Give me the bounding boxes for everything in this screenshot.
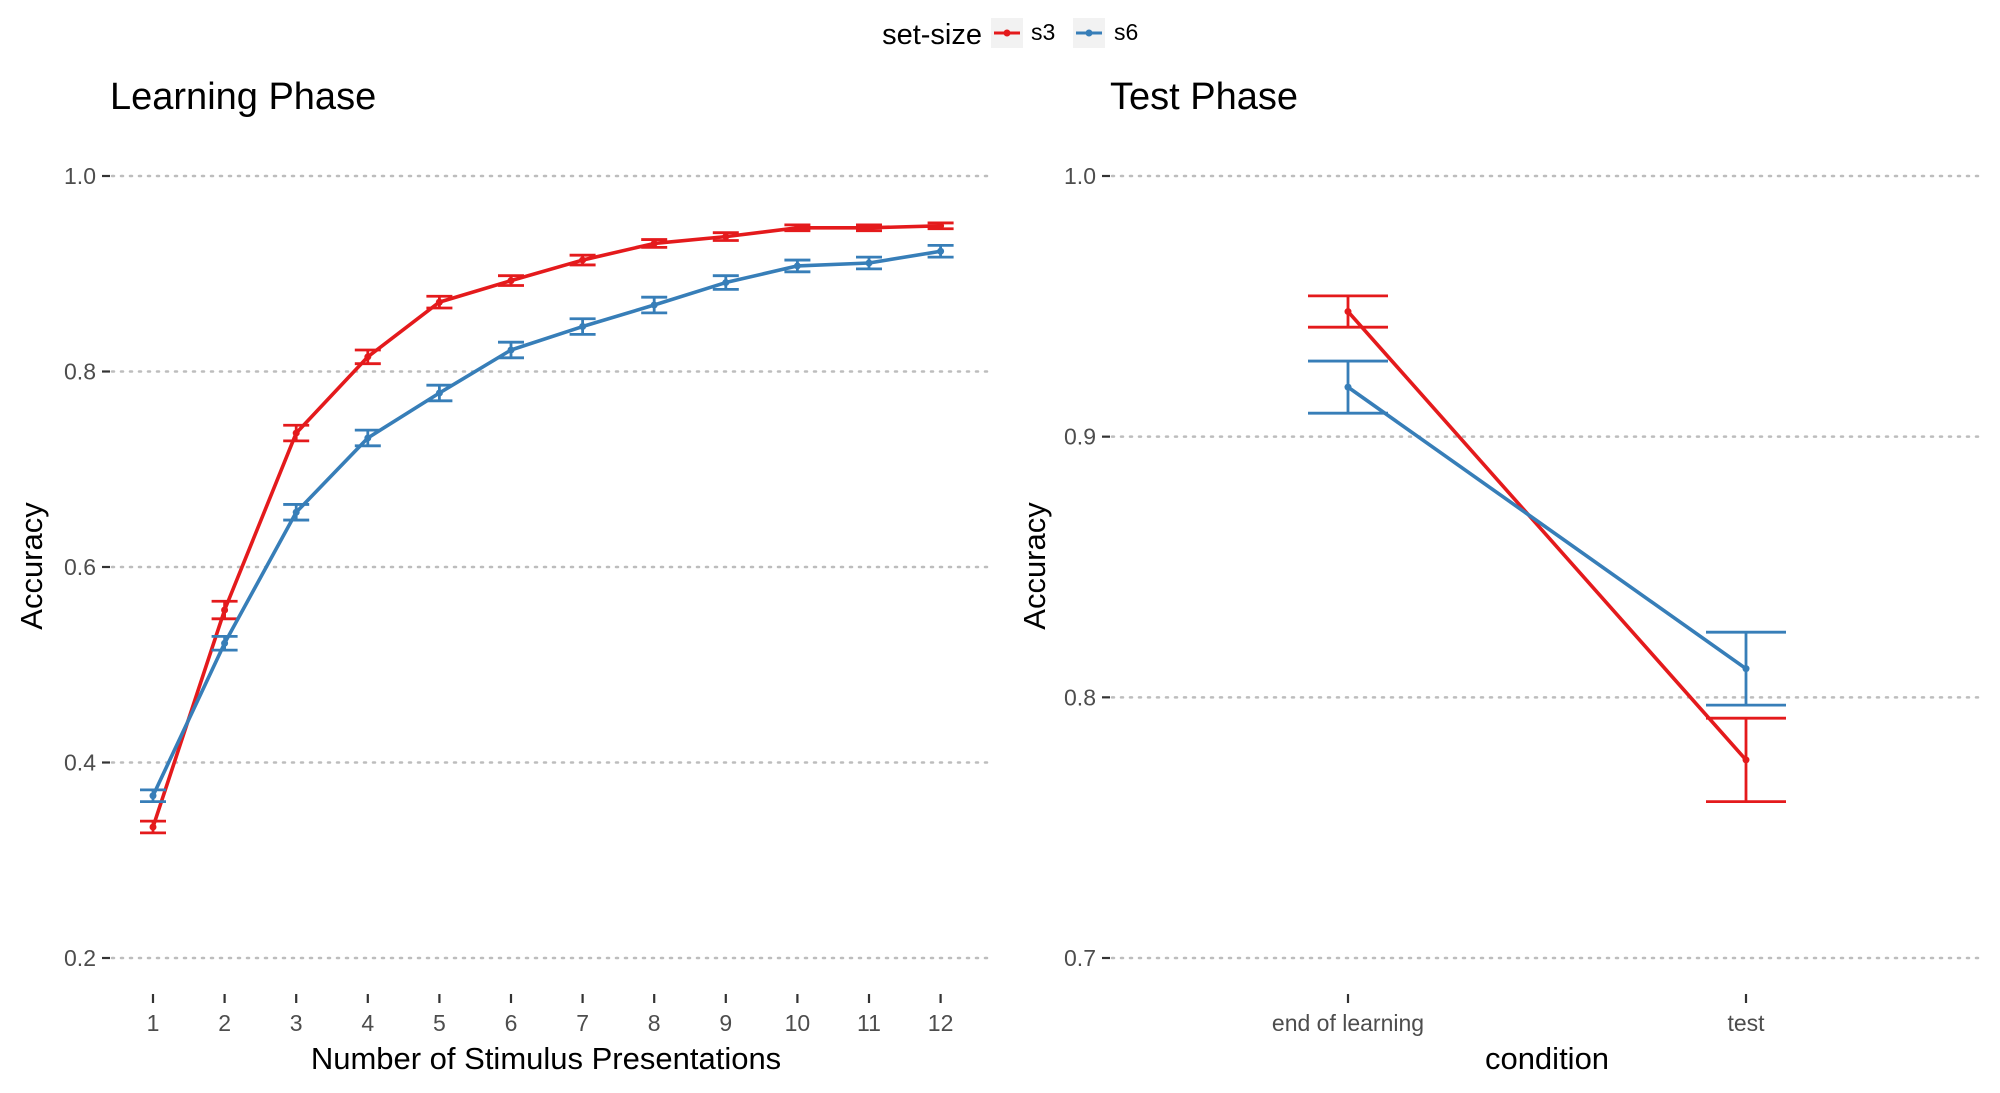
test-phase-y-tick-label: 0.7 bbox=[1064, 945, 1096, 971]
test-phase-s6-point bbox=[1344, 383, 1352, 391]
learning-phase-y-tick-label: 0.8 bbox=[64, 359, 96, 385]
test-phase-y-tick-label: 1.0 bbox=[1064, 163, 1096, 189]
learning-phase-x-axis: 1 2 3 4 5 6 7 8 9 10 11 12 bbox=[147, 994, 954, 1036]
legend: set-size s3 s6 bbox=[882, 18, 1138, 51]
learning-phase-y-tick-label: 0.4 bbox=[64, 750, 96, 776]
learning-phase-s3-point bbox=[292, 429, 300, 437]
learning-phase-series bbox=[140, 221, 954, 835]
learning-phase-x-tick-label: 9 bbox=[719, 1010, 732, 1036]
learning-phase-s3-line bbox=[151, 224, 941, 828]
legend-key-s3-point bbox=[1003, 29, 1011, 37]
test-phase-gridlines bbox=[1110, 174, 1986, 960]
test-phase-x-tick-label: end of learning bbox=[1272, 1010, 1424, 1036]
test-phase-title: Test Phase bbox=[1110, 76, 1298, 118]
learning-phase-x-tick-label: 1 bbox=[147, 1010, 160, 1036]
learning-phase-s3-point bbox=[650, 239, 658, 247]
test-phase-panel: Test Phase 0.7 0.8 0.9 1.0 end of learning t… bbox=[1017, 76, 1986, 1076]
test-phase-x-axis: end of learning test bbox=[1272, 994, 1765, 1036]
legend-label-s6: s6 bbox=[1114, 19, 1138, 45]
test-phase-s3-point bbox=[1344, 308, 1352, 316]
test-phase-x-axis-title: condition bbox=[1485, 1041, 1609, 1076]
learning-phase-y-axis-title: Accuracy bbox=[14, 502, 49, 630]
test-phase-y-axis-title: Accuracy bbox=[1017, 502, 1052, 630]
learning-phase-s3-point bbox=[937, 222, 945, 230]
learning-phase-x-tick-label: 8 bbox=[648, 1010, 661, 1036]
learning-phase-s6-line bbox=[151, 249, 941, 797]
learning-phase-s3-point bbox=[865, 224, 873, 232]
learning-phase-x-tick-label: 11 bbox=[857, 1010, 881, 1036]
legend-key-s6-point bbox=[1085, 29, 1093, 37]
learning-phase-x-tick-label: 4 bbox=[361, 1010, 374, 1036]
learning-phase-s6-point bbox=[865, 259, 873, 267]
learning-phase-s6-point bbox=[650, 301, 658, 309]
learning-phase-gridlines bbox=[110, 174, 992, 960]
learning-phase-x-tick-label: 7 bbox=[576, 1010, 589, 1036]
learning-phase-s3-point bbox=[221, 606, 229, 614]
learning-phase-s3-point bbox=[364, 353, 372, 361]
test-phase-s3-point bbox=[1742, 756, 1750, 764]
test-phase-y-tick-label: 0.9 bbox=[1064, 424, 1096, 450]
test-phase-y-axis: 0.7 0.8 0.9 1.0 bbox=[1064, 163, 1110, 971]
learning-phase-s6-point bbox=[937, 247, 945, 255]
test-phase-s6-line bbox=[1346, 385, 1748, 671]
learning-phase-x-tick-label: 12 bbox=[928, 1010, 954, 1036]
learning-phase-x-tick-label: 6 bbox=[505, 1010, 518, 1036]
learning-phase-y-tick-label: 0.6 bbox=[64, 554, 96, 580]
test-phase-x-tick-label: test bbox=[1727, 1010, 1765, 1036]
legend-label-s3: s3 bbox=[1031, 19, 1055, 45]
test-phase-s6-point bbox=[1742, 665, 1750, 673]
learning-phase-s6-point bbox=[435, 389, 443, 397]
test-phase-series bbox=[1308, 294, 1786, 803]
learning-phase-s6-point bbox=[722, 279, 730, 287]
learning-phase-s6-point bbox=[364, 434, 372, 442]
learning-phase-s6-point bbox=[149, 792, 157, 800]
learning-phase-s3-point bbox=[722, 233, 730, 241]
learning-phase-s6-point bbox=[221, 639, 229, 647]
test-phase-s3-line bbox=[1346, 310, 1748, 762]
learning-phase-x-tick-label: 2 bbox=[218, 1010, 231, 1036]
learning-phase-title: Learning Phase bbox=[110, 76, 376, 118]
learning-phase-s3-point bbox=[435, 298, 443, 306]
learning-phase-s6-point bbox=[793, 262, 801, 270]
learning-phase-s3-point bbox=[507, 277, 515, 285]
learning-phase-s6-point bbox=[579, 323, 587, 331]
learning-phase-y-axis: 0.2 0.4 0.6 0.8 1.0 bbox=[64, 163, 110, 971]
learning-phase-s6-point bbox=[507, 346, 515, 354]
learning-phase-s6-point bbox=[292, 508, 300, 516]
learning-phase-s3-point bbox=[793, 224, 801, 232]
learning-phase-y-tick-label: 1.0 bbox=[64, 163, 96, 189]
legend-title: set-size bbox=[882, 19, 982, 51]
learning-phase-x-axis-title: Number of Stimulus Presentations bbox=[311, 1041, 781, 1076]
learning-phase-x-tick-label: 5 bbox=[433, 1010, 446, 1036]
learning-phase-y-tick-label: 0.2 bbox=[64, 945, 96, 971]
learning-phase-s3-point bbox=[579, 256, 587, 264]
learning-phase-s3-point bbox=[149, 823, 157, 831]
test-phase-y-tick-label: 0.8 bbox=[1064, 684, 1096, 710]
learning-phase-x-tick-label: 10 bbox=[785, 1010, 811, 1036]
learning-phase-x-tick-label: 3 bbox=[290, 1010, 303, 1036]
